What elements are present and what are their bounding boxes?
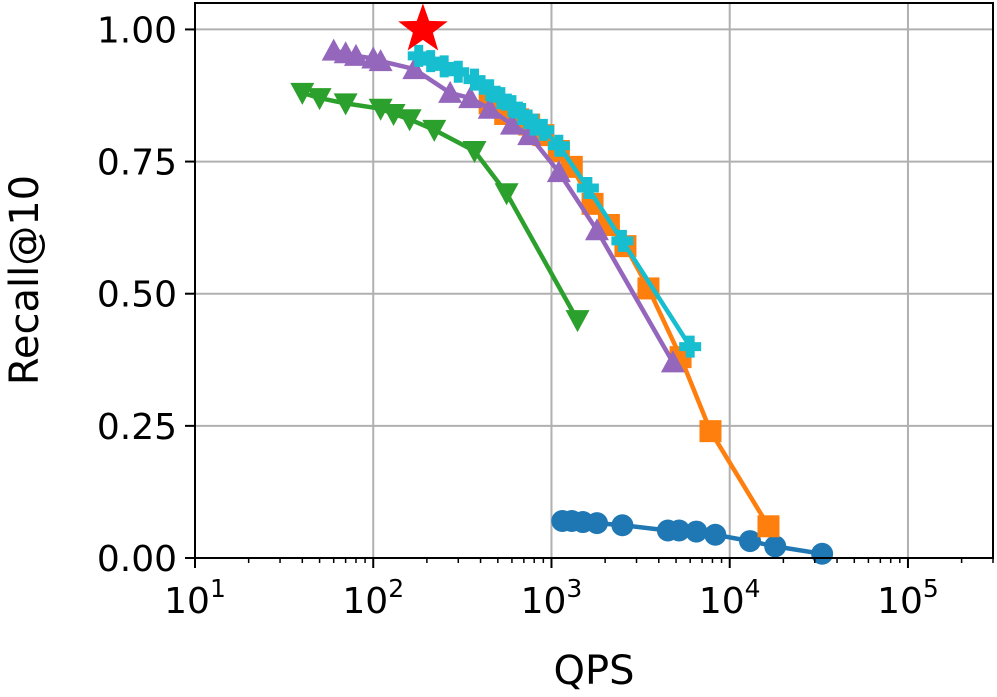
y-tick-label: 0.50 (97, 275, 177, 316)
data-point (419, 50, 442, 73)
y-tick-label: 1.00 (97, 10, 177, 51)
data-point (532, 118, 555, 141)
x-tick-label: 102 (342, 574, 404, 622)
data-point (764, 535, 787, 558)
x-tick-exponent: 2 (388, 574, 404, 603)
data-point (704, 523, 727, 546)
x-tick-exponent: 4 (745, 574, 761, 603)
data-point (333, 93, 358, 116)
data-point (307, 88, 332, 111)
x-tick-base: 10 (342, 581, 388, 622)
x-tick-base: 10 (521, 581, 567, 622)
x-tick-base: 10 (699, 581, 745, 622)
x-tick-exponent: 1 (210, 574, 226, 603)
data-point (402, 57, 427, 80)
x-tick-label: 105 (877, 574, 939, 622)
series-line (301, 90, 580, 322)
data-point (757, 515, 780, 538)
data-point (433, 55, 456, 78)
data-point (611, 514, 634, 537)
plot-frame (194, 2, 994, 559)
data-point (739, 530, 762, 553)
series-layer (290, 3, 834, 565)
y-tick-label: 0.25 (97, 407, 177, 448)
data-point (499, 112, 524, 135)
data-point (489, 87, 512, 110)
data-point (368, 49, 393, 72)
data-point (685, 520, 708, 543)
data-point (438, 80, 463, 103)
y-tick-label: 0.00 (97, 539, 177, 580)
data-point (407, 44, 430, 67)
data-point (585, 512, 608, 535)
data-point (500, 95, 523, 118)
series-star (398, 3, 448, 51)
x-tick-exponent: 3 (566, 574, 582, 603)
series-triangle-up (321, 38, 685, 373)
y-axis-title: Recall@10 (2, 175, 48, 385)
data-point (660, 350, 685, 373)
data-point (517, 123, 542, 146)
data-point (523, 113, 546, 136)
y-tick-label: 0.75 (97, 143, 177, 184)
data-point (699, 420, 722, 443)
x-tick-exponent: 5 (923, 574, 939, 603)
data-point (611, 229, 634, 252)
data-point (668, 519, 691, 542)
data-point (478, 79, 501, 102)
data-point (565, 310, 590, 333)
x-tick-label: 103 (521, 574, 583, 622)
series-triangle-down (290, 82, 590, 333)
data-point (510, 103, 533, 125)
x-tick-base: 10 (164, 581, 210, 622)
data-point (547, 134, 570, 157)
data-point (398, 3, 448, 51)
data-point (546, 160, 571, 183)
data-point (458, 86, 483, 109)
data-point (811, 542, 834, 565)
x-tick-label: 104 (699, 574, 761, 622)
data-point (447, 60, 470, 83)
data-point (343, 43, 368, 66)
data-point (463, 68, 486, 91)
data-point (397, 109, 422, 132)
data-point (584, 218, 609, 241)
data-point (494, 183, 519, 206)
x-tick-base: 10 (877, 581, 923, 622)
x-tick-label: 101 (164, 574, 226, 622)
data-point (422, 119, 447, 142)
data-point (679, 335, 702, 358)
data-point (477, 96, 502, 119)
data-point (576, 177, 599, 199)
data-point (462, 141, 487, 163)
series-circle (551, 510, 834, 565)
series-plus (407, 44, 702, 358)
x-axis-title: QPS (554, 648, 635, 694)
